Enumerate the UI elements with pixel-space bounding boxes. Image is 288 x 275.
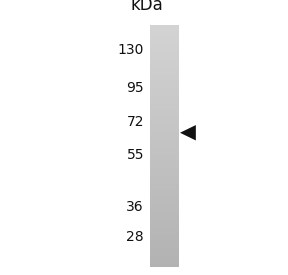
Text: 95: 95 bbox=[126, 81, 144, 95]
Point bbox=[160, 175, 165, 179]
Bar bbox=[150, 130, 179, 135]
Text: 36: 36 bbox=[126, 200, 144, 214]
Text: 55: 55 bbox=[126, 148, 144, 162]
Text: kDa: kDa bbox=[130, 0, 163, 14]
Polygon shape bbox=[180, 125, 196, 141]
Text: 130: 130 bbox=[118, 43, 144, 57]
Text: 72: 72 bbox=[126, 115, 144, 129]
Text: 28: 28 bbox=[126, 230, 144, 244]
